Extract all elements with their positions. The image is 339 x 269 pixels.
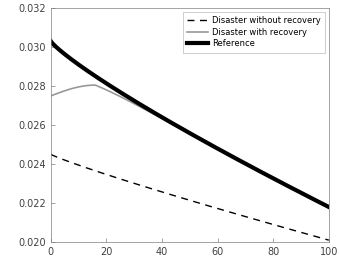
Reference [49, 40, 53, 43]
Disaster with recovery [172, 123, 176, 126]
Disaster without recovery [240, 214, 244, 217]
Reference [240, 160, 244, 163]
Legend: Disaster without recovery, Disaster with recovery, Reference: Disaster without recovery, Disaster with… [183, 12, 325, 52]
Reference [271, 176, 275, 180]
Disaster without recovery [161, 191, 165, 194]
Disaster without recovery [171, 194, 175, 197]
Disaster without recovery [77, 164, 81, 167]
Reference [327, 206, 331, 209]
Disaster with recovery [93, 83, 97, 87]
Disaster with recovery [266, 174, 270, 177]
Disaster with recovery [161, 118, 165, 121]
Reference [77, 63, 81, 67]
Reference [171, 122, 175, 125]
Disaster without recovery [49, 153, 53, 156]
Disaster with recovery [327, 206, 331, 209]
Line: Reference: Reference [51, 41, 329, 207]
Disaster with recovery [271, 177, 275, 180]
Line: Disaster without recovery: Disaster without recovery [51, 154, 329, 240]
Reference [265, 174, 270, 177]
Disaster without recovery [265, 221, 270, 225]
Line: Disaster with recovery: Disaster with recovery [51, 85, 329, 207]
Disaster with recovery [77, 85, 81, 89]
Disaster with recovery [49, 94, 53, 97]
Disaster without recovery [271, 223, 275, 226]
Disaster with recovery [240, 160, 244, 164]
Disaster without recovery [327, 239, 331, 242]
Reference [161, 116, 165, 120]
